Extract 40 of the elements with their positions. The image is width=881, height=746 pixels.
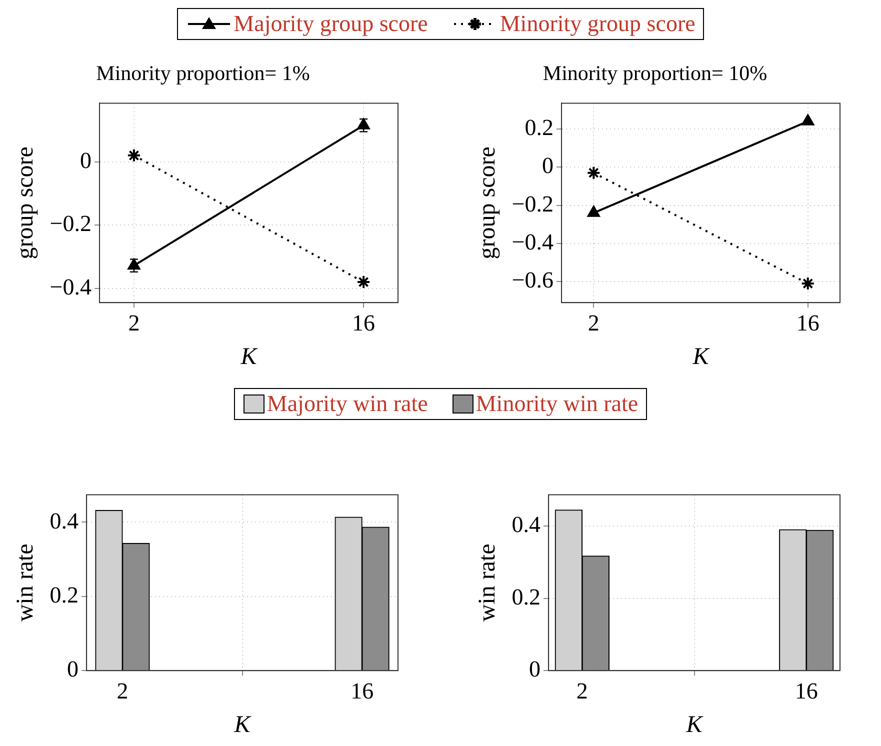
y-tick-label: 0.2 <box>512 584 541 610</box>
x-tick-label: 2 <box>588 310 600 336</box>
x-axis-title: K <box>685 712 704 738</box>
x-tick-label: 16 <box>350 678 374 704</box>
point <box>586 166 601 180</box>
y-tick-label: −0.2 <box>50 211 92 236</box>
point <box>356 275 371 290</box>
y-tick-label: 0 <box>542 153 554 178</box>
y-tick-label: 0 <box>529 656 541 682</box>
y-tick-label: −0.6 <box>512 268 554 293</box>
y-tick-label: 0.4 <box>512 512 542 537</box>
legend-label: Minority win rate <box>476 391 638 417</box>
x-tick-label: 2 <box>576 678 588 704</box>
y-axis-title: win rate <box>12 544 39 622</box>
x-axis-title: K <box>233 712 252 738</box>
y-tick-label: 0.4 <box>50 508 80 534</box>
x-tick-label: 16 <box>352 310 376 336</box>
point <box>800 276 815 291</box>
x-tick-label: 2 <box>128 310 140 336</box>
y-tick-label: −0.2 <box>512 191 554 216</box>
x-tick-label: 16 <box>794 678 818 704</box>
y-axis-title: win rate <box>474 544 501 622</box>
y-tick-label: 0 <box>80 148 92 173</box>
x-axis-title: K <box>240 344 259 370</box>
y-tick-label: −0.4 <box>512 229 554 254</box>
y-tick-label: 0 <box>67 656 79 682</box>
chart-title: Minority proportion= 1% <box>96 61 310 86</box>
y-tick-label: 0.2 <box>50 582 79 608</box>
x-tick-label: 2 <box>116 678 128 704</box>
legend-label: Majority win rate <box>266 391 428 417</box>
legend-label: Majority group score <box>234 11 428 37</box>
y-tick-label: 0.2 <box>524 115 554 140</box>
y-axis-title: group score <box>474 146 501 260</box>
x-axis-title: K <box>692 344 711 370</box>
chart-title: Minority proportion= 10% <box>542 61 768 86</box>
y-tick-label: −0.4 <box>50 274 92 300</box>
legend-label: Minority group score <box>500 11 696 37</box>
point <box>126 148 141 162</box>
x-tick-label: 16 <box>796 310 820 336</box>
y-axis-title: group score <box>12 146 39 260</box>
